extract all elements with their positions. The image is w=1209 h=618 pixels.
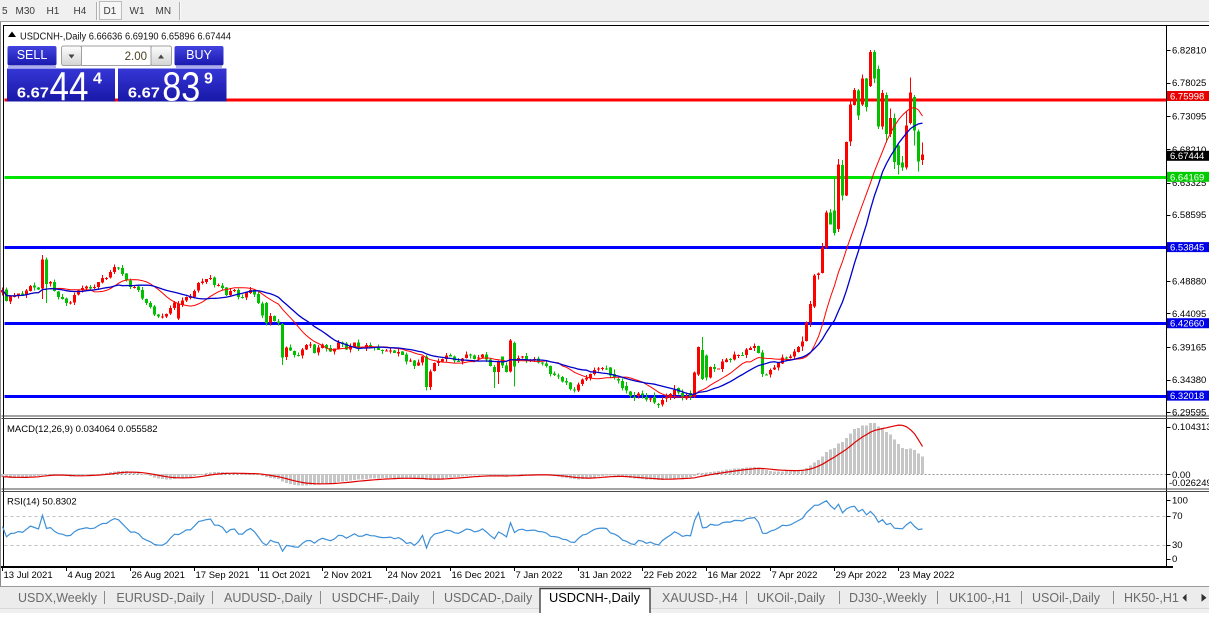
svg-text:6.63325: 6.63325 <box>1172 178 1206 189</box>
svg-text:70: 70 <box>1172 511 1183 522</box>
svg-text:UK100-,H1: UK100-,H1 <box>949 591 1011 605</box>
svg-text:USOil-,Daily: USOil-,Daily <box>1032 591 1101 605</box>
svg-text:30: 30 <box>1172 540 1183 551</box>
svg-text:5: 5 <box>2 6 8 17</box>
svg-text:31 Jan 2022: 31 Jan 2022 <box>580 570 632 581</box>
svg-text:6.44095: 6.44095 <box>1172 309 1206 320</box>
svg-text:4 Aug 2021: 4 Aug 2021 <box>68 570 116 581</box>
svg-text:-0.026249: -0.026249 <box>1169 478 1209 489</box>
svg-text:USDX,Weekly: USDX,Weekly <box>18 591 98 605</box>
svg-text:24 Nov 2021: 24 Nov 2021 <box>388 570 442 581</box>
svg-text:UKOil-,Daily: UKOil-,Daily <box>757 591 826 605</box>
svg-text:17 Sep 2021: 17 Sep 2021 <box>196 570 250 581</box>
svg-text:AUDUSD-,Daily: AUDUSD-,Daily <box>224 591 313 605</box>
svg-text:16 Mar 2022: 16 Mar 2022 <box>708 570 761 581</box>
svg-text:6.73095: 6.73095 <box>1172 112 1206 123</box>
svg-text:RSI(14) 50.8302: RSI(14) 50.8302 <box>7 496 77 507</box>
svg-text:0.00: 0.00 <box>1172 470 1191 481</box>
svg-text:H1: H1 <box>47 6 60 17</box>
svg-text:6.48880: 6.48880 <box>1172 276 1206 287</box>
svg-text:D1: D1 <box>104 6 117 17</box>
svg-text:2.00: 2.00 <box>125 51 147 63</box>
svg-text:11 Oct 2021: 11 Oct 2021 <box>260 570 311 581</box>
svg-text:6.67444: 6.67444 <box>1170 151 1204 162</box>
svg-text:USDCAD-,Daily: USDCAD-,Daily <box>444 591 533 605</box>
svg-text:100: 100 <box>1172 496 1188 507</box>
svg-text:2 Nov 2021: 2 Nov 2021 <box>324 570 373 581</box>
svg-text:MN: MN <box>156 6 172 17</box>
svg-text:13 Jul 2021: 13 Jul 2021 <box>4 570 53 581</box>
svg-text:XAUUSD-,H4: XAUUSD-,H4 <box>662 591 738 605</box>
svg-text:7 Apr 2022: 7 Apr 2022 <box>772 570 818 581</box>
svg-text:USDCNH-,Daily 6.66636 6.69190: USDCNH-,Daily 6.66636 6.69190 6.65896 6.… <box>20 32 231 43</box>
svg-text:6.53845: 6.53845 <box>1170 243 1204 254</box>
svg-text:83: 83 <box>162 64 200 110</box>
svg-text:29 Apr 2022: 29 Apr 2022 <box>836 570 887 581</box>
svg-text:0.104313: 0.104313 <box>1172 422 1209 433</box>
svg-text:BUY: BUY <box>186 48 212 62</box>
svg-text:6.82810: 6.82810 <box>1172 45 1206 56</box>
svg-text:6.64169: 6.64169 <box>1170 172 1204 183</box>
svg-text:26 Aug 2021: 26 Aug 2021 <box>132 570 185 581</box>
svg-text:USDCNH-,Daily: USDCNH-,Daily <box>549 591 641 605</box>
svg-text:MACD(12,26,9) 0.034064 0.05558: MACD(12,26,9) 0.034064 0.055582 <box>7 424 158 435</box>
svg-text:HK50-,H1: HK50-,H1 <box>1124 591 1179 605</box>
svg-text:4: 4 <box>93 71 102 88</box>
svg-text:44: 44 <box>50 64 89 110</box>
svg-text:6.42660: 6.42660 <box>1170 319 1204 330</box>
svg-text:6.78025: 6.78025 <box>1172 78 1206 89</box>
svg-text:6.39165: 6.39165 <box>1172 342 1206 353</box>
svg-text:6.75998: 6.75998 <box>1170 91 1204 102</box>
svg-text:6.29595: 6.29595 <box>1172 408 1206 419</box>
svg-text:W1: W1 <box>130 6 145 17</box>
svg-text:USDCHF-,Daily: USDCHF-,Daily <box>332 591 420 605</box>
svg-text:6.34380: 6.34380 <box>1172 375 1206 386</box>
svg-text:16 Dec 2021: 16 Dec 2021 <box>452 570 506 581</box>
svg-text:H4: H4 <box>74 6 87 17</box>
svg-text:22 Feb 2022: 22 Feb 2022 <box>644 570 697 581</box>
svg-text:6.32018: 6.32018 <box>1170 391 1204 402</box>
svg-text:23 May 2022: 23 May 2022 <box>900 570 955 581</box>
svg-text:EURUSD-,Daily: EURUSD-,Daily <box>116 591 205 605</box>
svg-text:6.67: 6.67 <box>128 84 160 101</box>
svg-text:SELL: SELL <box>17 48 48 62</box>
svg-text:9: 9 <box>204 71 213 88</box>
svg-text:6.67: 6.67 <box>17 84 49 101</box>
svg-text:7 Jan 2022: 7 Jan 2022 <box>516 570 563 581</box>
svg-text:DJ30-,Weekly: DJ30-,Weekly <box>849 591 927 605</box>
svg-text:6.68210: 6.68210 <box>1172 145 1206 156</box>
svg-text:M30: M30 <box>16 6 36 17</box>
svg-text:6.58595: 6.58595 <box>1172 210 1206 221</box>
svg-text:0: 0 <box>1172 554 1177 565</box>
